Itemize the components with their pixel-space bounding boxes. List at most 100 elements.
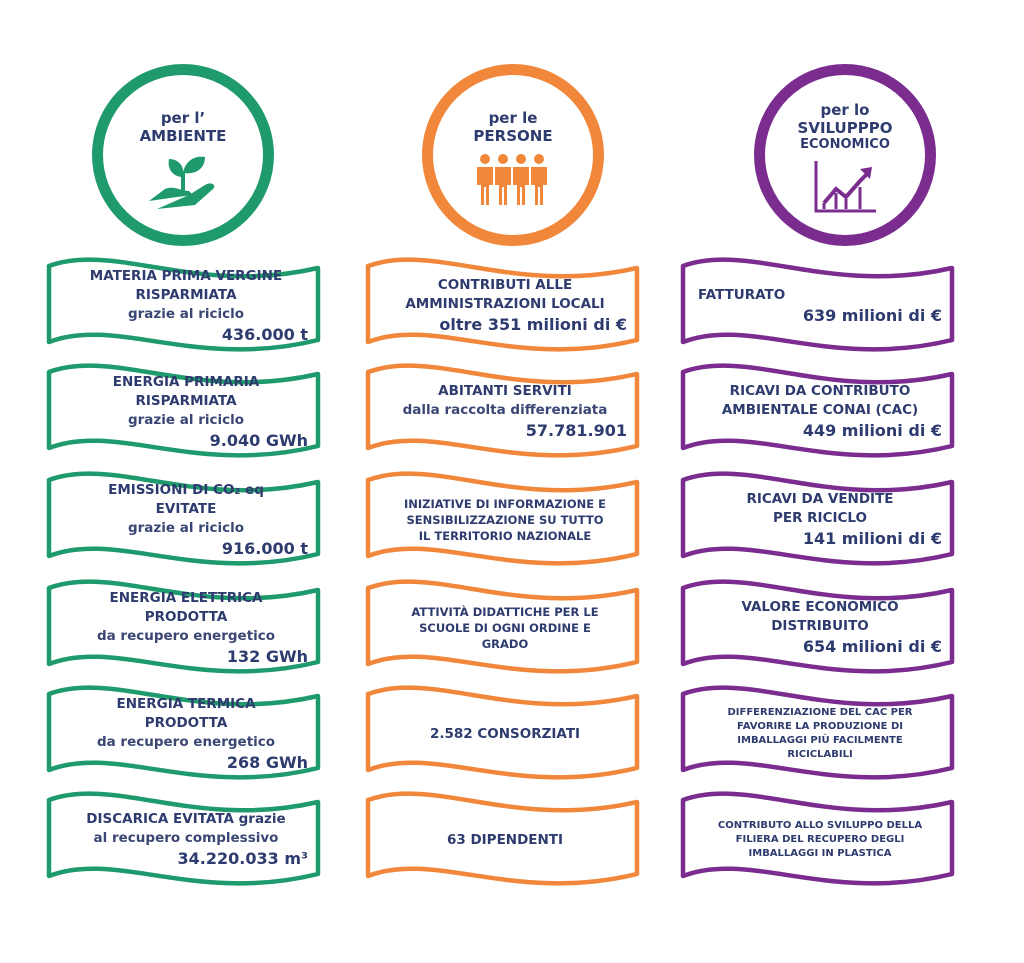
banner-sub: da recupero energetico — [96, 733, 276, 750]
banner-tiny: DIFFERENZIAZIONE DEL CAC PER — [727, 707, 913, 718]
wave-banner-shape — [680, 471, 955, 566]
banner-title: PRODOTTA — [144, 714, 228, 731]
people-group-icon — [433, 151, 593, 209]
wave-banner-shape — [46, 257, 321, 352]
section-heading: per l’ — [160, 109, 206, 127]
plant-in-hand-icon — [103, 151, 263, 211]
wave-banner-shape — [365, 685, 640, 780]
banner-small: SCUOLE DI OGNI ORDINE E — [419, 621, 591, 635]
section-heading: per le — [488, 109, 538, 127]
banner-title: CONTRIBUTI ALLE — [437, 277, 573, 293]
wave-banner-shape — [680, 579, 955, 674]
banner-value: 436.000 t — [221, 324, 308, 344]
banner-title: PRODOTTA — [144, 608, 228, 625]
banner-sub: grazie al riciclo — [127, 305, 245, 322]
wave-banner-shape — [46, 685, 321, 780]
banner-value: oltre 351 milioni di € — [439, 315, 627, 334]
wave-banner-shape — [46, 579, 321, 674]
stat-banner: 63 DIPENDENTI — [365, 786, 641, 890]
banner-title: 2.582 CONSORZIATI — [429, 725, 581, 742]
banner-title: 63 DIPENDENTI — [446, 831, 564, 848]
banner-value: 639 milioni di € — [802, 305, 942, 325]
banner-tiny: RICICLABILI — [787, 749, 853, 760]
stat-banner: ENERGIA TERMICA PRODOTTA da recupero energ… — [46, 680, 322, 784]
wave-banner-shape — [365, 579, 640, 674]
banner-title: EMISSIONI DI CO₂ eq — [108, 481, 264, 498]
banner-tiny: CONTRIBUTO ALLO SVILUPPO DELLA — [717, 820, 923, 831]
banner-title: DISCARICA EVITATA grazie — [86, 811, 286, 827]
banner-title: RISPARMIATA — [135, 392, 237, 409]
banner-value: 268 GWh — [226, 752, 308, 772]
stat-banner: 2.582 CONSORZIATI — [365, 680, 641, 784]
wave-banner-shape — [680, 685, 955, 780]
stat-banner: MATERIA PRIMA VERGINE RISPARMIATA grazie a… — [46, 252, 322, 356]
banner-value: 34.220.033 m³ — [177, 849, 308, 868]
banner-tiny: FAVORIRE LA PRODUZIONE DI — [737, 721, 903, 732]
banner-title: RISPARMIATA — [135, 286, 237, 303]
banner-title: AMMINISTRAZIONI LOCALI — [405, 296, 605, 312]
wave-banner-shape — [365, 257, 640, 352]
section-badge-ambiente: per l’ AMBIENTE — [92, 64, 274, 246]
section-heading: AMBIENTE — [139, 127, 227, 145]
banner-value: 654 milioni di € — [802, 637, 942, 656]
stat-banner: DISCARICA EVITATA grazie al recupero comp… — [46, 786, 322, 890]
stat-banner: INIZIATIVE DI INFORMAZIONE E SENSIBILIZZA… — [365, 466, 641, 570]
stat-banner: VALORE ECONOMICO DISTRIBUITO 654 milioni d… — [680, 574, 956, 678]
section-heading: ECONOMICO — [800, 137, 890, 152]
stat-banner: ATTIVITÀ DIDATTICHE PER LE SCUOLE DI OGNI… — [365, 574, 641, 678]
stat-banner: EMISSIONI DI CO₂ eq EVITATE grazie al rici… — [46, 466, 322, 570]
wave-banner-shape — [680, 363, 955, 458]
banner-sub: da recupero energetico — [96, 627, 276, 644]
stat-banner: ENERGIA ELETTRICA PRODOTTA da recupero ene… — [46, 574, 322, 678]
banner-sub: al recupero complessivo — [93, 830, 279, 846]
wave-banner-shape — [365, 791, 640, 886]
wave-banner-shape — [680, 257, 955, 352]
stat-banner: ABITANTI SERVITI dalla raccolta differenz… — [365, 358, 641, 462]
banner-title: RICAVI DA VENDITE — [746, 491, 894, 507]
banner-title: MATERIA PRIMA VERGINE — [89, 267, 283, 284]
stat-banner: FATTURATO 639 milioni di € — [680, 252, 956, 356]
banner-title: ABITANTI SERVITI — [438, 383, 572, 399]
section-heading: SVILUPPPO — [797, 119, 893, 137]
banner-value: 916.000 t — [221, 538, 308, 558]
banner-small: IL TERRITORIO NAZIONALE — [418, 529, 592, 543]
wave-banner-shape — [365, 471, 640, 566]
banner-sub: grazie al riciclo — [127, 519, 245, 536]
banner-title: RICAVI DA CONTRIBUTO — [729, 383, 911, 399]
banner-small: GRADO — [481, 637, 529, 651]
section-heading: per lo — [820, 101, 870, 119]
banner-title: ENERGIA TERMICA — [116, 695, 256, 712]
banner-title: DISTRIBUITO — [771, 618, 869, 634]
banner-title: VALORE ECONOMICO — [741, 599, 899, 615]
stat-banner: ENERGIA PRIMARIA RISPARMIATA grazie al ric… — [46, 358, 322, 462]
wave-banner-shape — [365, 363, 640, 458]
banner-value: 449 milioni di € — [802, 421, 942, 440]
banner-sub: grazie al riciclo — [127, 411, 245, 428]
stat-banner: DIFFERENZIAZIONE DEL CAC PER FAVORIRE LA … — [680, 680, 956, 784]
banner-tiny: IMBALLAGGI PIÙ FACILMENTE — [737, 735, 903, 746]
banner-title: AMBIENTALE CONAI (CAC) — [721, 402, 919, 418]
growth-chart-icon — [765, 159, 925, 215]
wave-banner-shape — [680, 791, 955, 886]
section-badge-sviluppo: per lo SVILUPPPO ECONOMICO — [754, 64, 936, 246]
banner-title: FATTURATO — [698, 286, 786, 303]
stat-banner: CONTRIBUTI ALLE AMMINISTRAZIONI LOCALI olt… — [365, 252, 641, 356]
banner-small: ATTIVITÀ DIDATTICHE PER LE — [411, 605, 599, 619]
banner-title: ENERGIA PRIMARIA — [112, 373, 260, 390]
banner-value: 132 GWh — [226, 646, 308, 666]
banner-value: 9.040 GWh — [209, 430, 308, 450]
stat-banner: RICAVI DA VENDITE PER RICICLO 141 milioni … — [680, 466, 956, 570]
banner-value: 57.781.901 — [525, 421, 627, 440]
banner-title: EVITATE — [155, 500, 217, 517]
banner-small: INIZIATIVE DI INFORMAZIONE E — [404, 497, 606, 511]
banner-title: PER RICICLO — [772, 510, 868, 526]
stat-banner: CONTRIBUTO ALLO SVILUPPO DELLA FILIERA DE… — [680, 786, 956, 890]
wave-banner-shape — [46, 363, 321, 458]
banner-small: SENSIBILIZZAZIONE SU TUTTO — [406, 513, 604, 527]
section-heading: PERSONE — [473, 127, 553, 145]
banner-title: ENERGIA ELETTRICA — [109, 589, 263, 606]
banner-tiny: IMBALLAGGI IN PLASTICA — [748, 848, 892, 859]
section-badge-persone: per le PERSONE — [422, 64, 604, 246]
banner-tiny: FILIERA DEL RECUPERO DEGLI — [735, 834, 905, 845]
banner-value: 141 milioni di € — [802, 529, 942, 548]
